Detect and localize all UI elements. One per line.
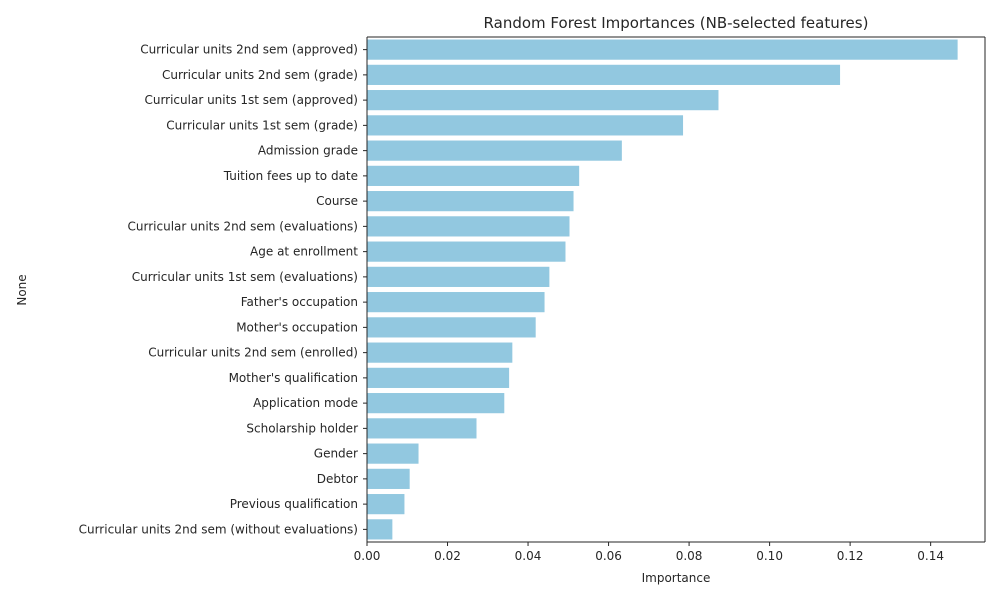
x-tick-label: 0.02 [434,549,461,563]
y-tick-label: Curricular units 2nd sem (grade) [162,68,358,82]
y-tick-label: Gender [314,447,358,461]
y-tick-label: Curricular units 1st sem (evaluations) [132,270,358,284]
y-tick-label: Course [316,194,358,208]
y-tick-label: Curricular units 2nd sem (evaluations) [128,219,358,233]
bar [367,292,545,313]
bar [367,468,410,489]
y-tick-label: Curricular units 2nd sem (without evalua… [79,522,358,536]
bar [367,494,405,515]
y-tick-label: Curricular units 1st sem (approved) [144,93,358,107]
bar [367,519,393,540]
bar [367,367,510,388]
bar [367,266,550,287]
bar [367,140,622,161]
y-tick-label: Age at enrollment [250,245,358,259]
y-tick-label: Curricular units 2nd sem (approved) [140,43,358,57]
y-tick-label: Mother's occupation [236,320,358,334]
bar [367,216,570,237]
bar [367,241,566,262]
x-tick-label: 0.12 [837,549,864,563]
y-tick-label: Mother's qualification [229,371,358,385]
x-ticks: 0.00 0.02 0.04 0.06 0.08 0.10 0.12 0.14 [354,542,944,563]
x-axis-label: Importance [642,571,711,585]
y-axis-label: None [15,274,29,305]
x-tick-label: 0.14 [917,549,944,563]
y-tick-label: Tuition fees up to date [223,169,358,183]
chart-title: Random Forest Importances (NB-selected f… [484,14,869,32]
y-tick-label: Father's occupation [241,295,358,309]
bar [367,191,574,212]
bar [367,393,505,414]
x-tick-label: 0.10 [756,549,783,563]
bar [367,418,477,439]
bar [367,342,513,363]
bars-group [367,39,958,540]
bar [367,39,958,60]
bar [367,443,419,464]
y-tick-label: Application mode [253,396,358,410]
y-tick-label: Debtor [317,472,358,486]
y-tick-label: Admission grade [258,144,358,158]
x-tick-label: 0.06 [595,549,622,563]
x-tick-label: 0.04 [515,549,542,563]
y-tick-label: Scholarship holder [246,421,358,435]
y-tick-label: Curricular units 1st sem (grade) [166,118,358,132]
y-tick-label: Curricular units 2nd sem (enrolled) [148,346,358,360]
bar [367,115,684,136]
y-tick-label: Previous qualification [230,497,358,511]
bar [367,317,536,338]
x-tick-label: 0.00 [354,549,381,563]
y-tick-labels: Curricular units 2nd sem (approved) Curri… [79,43,367,536]
bar [367,64,841,85]
x-tick-label: 0.08 [676,549,703,563]
bar [367,165,580,186]
bar [367,90,719,111]
